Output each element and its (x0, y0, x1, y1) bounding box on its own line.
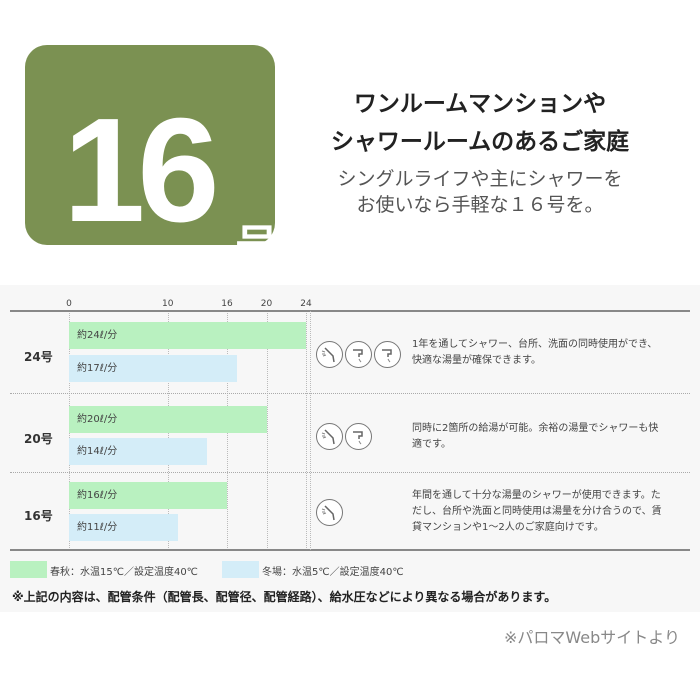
legend-label-winter: 冬場：水温5℃／設定温度40℃ (262, 567, 404, 578)
faucet-icon (374, 341, 401, 368)
faucet-icon (345, 341, 372, 368)
subheadline-line1: シングルライフや主にシャワーを (337, 168, 623, 190)
badge-number: 16 (63, 88, 220, 253)
headline-line1: ワンルームマンションや (353, 91, 607, 117)
category-label: 24号 (24, 350, 53, 364)
headline-line2: シャワールームのあるご家庭 (330, 129, 630, 155)
row-description: 年間を通して十分な湯量のシャワーが使用できます。た だし、台所や洗面と同時使用は湯… (412, 490, 662, 533)
legend-label-spring-autumn: 春秋：水温15℃／設定温度40℃ (50, 567, 198, 578)
bar-winter: 約11ℓ/分 (69, 514, 178, 541)
row-description: 1年を通してシャワー、台所、洗面の同時使用ができ、 快適な湯量が確保できます。 (412, 339, 658, 366)
column-divider (310, 311, 311, 550)
model-badge: 16 号 (25, 45, 279, 269)
footnote: ※上記の内容は、配管条件（配管長、配管径、配管経路）、給水圧などにより異なる場合… (12, 590, 557, 604)
category-label: 16号 (24, 509, 53, 523)
bar-winter: 約17ℓ/分 (69, 355, 237, 382)
top-rule (10, 310, 690, 312)
row-description: 同時に2箇所の給湯が可能。余裕の湯量でシャワーも快 適です。 (412, 423, 659, 450)
bottom-rule (10, 549, 690, 551)
badge-unit: 号 (235, 221, 279, 272)
x-tick-label: 20 (260, 299, 273, 309)
shower-icon (316, 499, 343, 526)
x-tick-label: 10 (162, 299, 174, 309)
source-credit: ※パロマWebサイトより (504, 628, 680, 647)
bar-spring-autumn: 約16ℓ/分 (69, 482, 227, 509)
row-divider (10, 393, 690, 394)
bar-winter: 約14ℓ/分 (69, 438, 208, 465)
x-tick-label: 24 (300, 299, 312, 309)
x-tick-label: 16 (221, 299, 233, 309)
gridline (266, 311, 268, 550)
legend-swatch-winter (222, 561, 259, 578)
faucet-icon (345, 423, 372, 450)
row-divider (10, 472, 690, 473)
bar-spring-autumn: 約24ℓ/分 (69, 322, 306, 349)
shower-icon (316, 341, 343, 368)
subheadline-line2: お使いなら手軽な１６号を。 (356, 194, 604, 216)
legend-swatch-spring-autumn (10, 561, 47, 578)
gridline (306, 311, 307, 550)
x-tick-label: 0 (66, 299, 72, 309)
category-label: 20号 (24, 432, 53, 446)
shower-icon (316, 423, 343, 450)
bar-spring-autumn: 約20ℓ/分 (69, 406, 267, 433)
